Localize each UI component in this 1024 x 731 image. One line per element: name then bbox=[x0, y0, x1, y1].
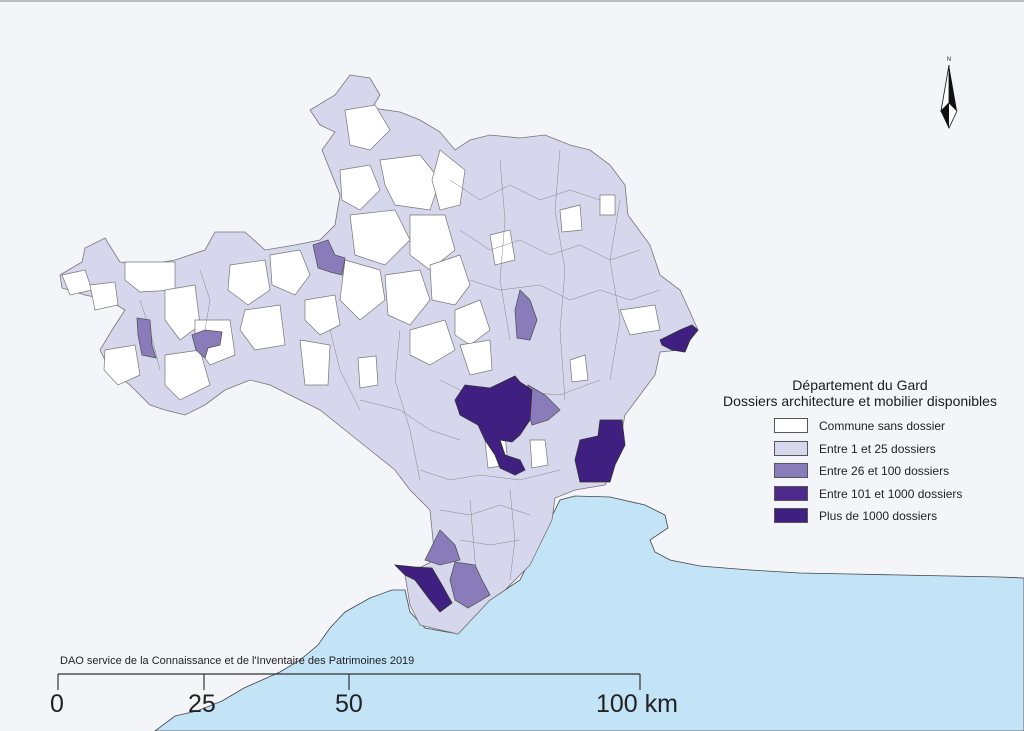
legend-label: Plus de 1000 dossiers bbox=[819, 509, 938, 523]
legend-label: Entre 1 et 25 dossiers bbox=[819, 441, 936, 456]
scale-label-50: 50 bbox=[335, 690, 363, 718]
north-arrow-icon: N bbox=[940, 57, 958, 129]
credit-text: DAO service de la Connaissance et de l'I… bbox=[60, 655, 415, 667]
scale-bar bbox=[57, 673, 641, 690]
legend-swatch bbox=[774, 440, 808, 456]
legend-title-line2: Dossiers architecture et mobilier dispon… bbox=[723, 393, 997, 409]
compass-label: N bbox=[947, 57, 951, 63]
legend-label: Entre 26 et 100 dossiers bbox=[819, 464, 950, 478]
legend-label: Entre 101 et 1000 dossiers bbox=[819, 486, 963, 501]
department-territory bbox=[59, 74, 699, 635]
legend: Département du Gard Dossiers architectur… bbox=[700, 377, 1020, 523]
legend-swatch bbox=[774, 485, 808, 501]
legend-swatch bbox=[774, 463, 808, 478]
scale-label-0: 0 bbox=[50, 690, 64, 718]
communes-26-100 bbox=[136, 239, 561, 609]
legend-swatch bbox=[774, 508, 808, 523]
communes-101-plus bbox=[393, 324, 699, 613]
sea bbox=[154, 495, 1024, 731]
legend-label: Commune sans dossier bbox=[819, 419, 946, 433]
communes-sans-dossier bbox=[61, 104, 661, 469]
legend-swatch bbox=[774, 418, 808, 433]
legend-title-line1: Département du Gard bbox=[792, 377, 928, 393]
legend-title: Département du Gard Dossiers architectur… bbox=[700, 377, 1020, 409]
scale-label-100km: 100 km bbox=[596, 690, 678, 718]
scale-label-25: 25 bbox=[188, 690, 216, 718]
